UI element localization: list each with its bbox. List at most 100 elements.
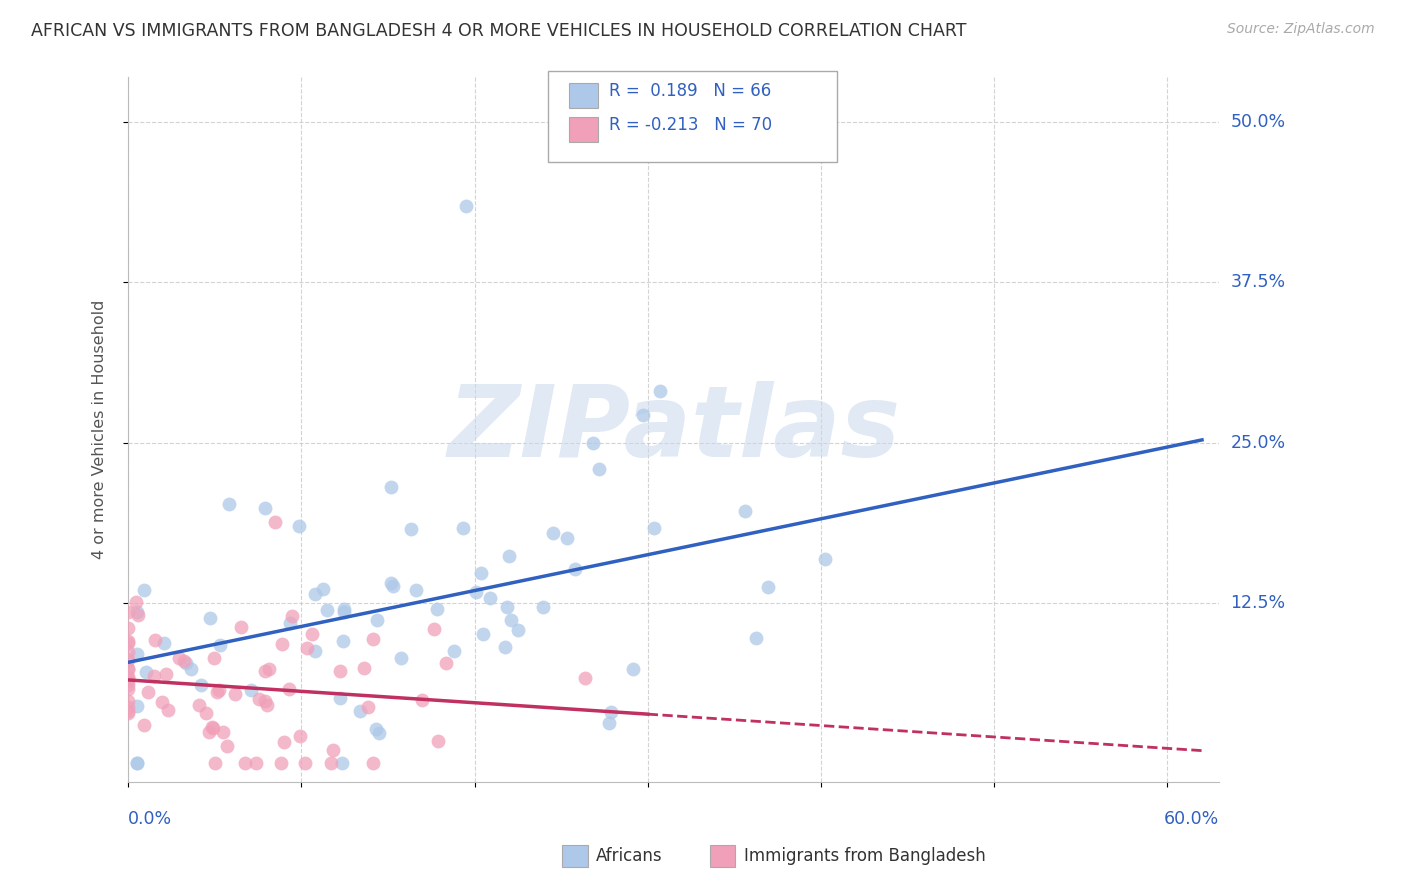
- Point: [201, 721, 224, 735]
- Point: [366, 613, 388, 627]
- Point: [233, 756, 256, 770]
- Point: [153, 636, 176, 650]
- Point: [117, 662, 139, 676]
- Point: [301, 626, 323, 640]
- Point: [254, 694, 277, 708]
- Point: [454, 198, 477, 212]
- Point: [312, 582, 335, 596]
- Text: 50.0%: 50.0%: [1230, 113, 1285, 131]
- Point: [599, 705, 621, 719]
- Point: [224, 687, 246, 701]
- Point: [498, 549, 520, 563]
- Point: [411, 693, 433, 707]
- Point: [322, 743, 344, 757]
- Point: [156, 703, 179, 717]
- Point: [117, 704, 139, 718]
- Point: [117, 706, 139, 720]
- Point: [464, 585, 486, 599]
- Point: [426, 602, 449, 616]
- Point: [174, 656, 197, 670]
- Point: [132, 582, 155, 597]
- Text: 12.5%: 12.5%: [1230, 594, 1285, 612]
- Point: [294, 756, 316, 770]
- Point: [364, 722, 387, 736]
- Text: 60.0%: 60.0%: [1164, 810, 1219, 828]
- Point: [190, 678, 212, 692]
- Point: [623, 662, 645, 676]
- Point: [125, 756, 148, 770]
- Point: [273, 735, 295, 749]
- Point: [501, 613, 523, 627]
- Point: [399, 522, 422, 536]
- Point: [288, 519, 311, 533]
- Point: [434, 656, 457, 670]
- Point: [180, 662, 202, 676]
- Point: [208, 683, 231, 698]
- Point: [215, 739, 238, 754]
- Point: [254, 500, 277, 515]
- Point: [631, 408, 654, 422]
- Point: [117, 694, 139, 708]
- Point: [125, 698, 148, 713]
- Point: [745, 631, 768, 645]
- Point: [278, 615, 301, 630]
- Point: [368, 726, 391, 740]
- Point: [229, 620, 252, 634]
- Point: [134, 718, 156, 732]
- Point: [389, 651, 412, 665]
- Point: [361, 632, 384, 646]
- Point: [332, 602, 354, 616]
- Point: [506, 623, 529, 637]
- Point: [209, 638, 232, 652]
- Point: [150, 695, 173, 709]
- Point: [541, 526, 564, 541]
- Point: [194, 706, 217, 721]
- Point: [496, 599, 519, 614]
- Point: [349, 704, 371, 718]
- Point: [288, 730, 311, 744]
- Point: [451, 521, 474, 535]
- Point: [426, 734, 449, 748]
- Point: [598, 716, 620, 731]
- Point: [117, 677, 139, 691]
- Point: [333, 605, 356, 619]
- Y-axis label: 4 or more Vehicles in Household: 4 or more Vehicles in Household: [93, 300, 107, 559]
- Point: [264, 515, 287, 529]
- Point: [117, 700, 139, 714]
- Point: [470, 566, 492, 580]
- Text: Source: ZipAtlas.com: Source: ZipAtlas.com: [1227, 22, 1375, 37]
- Point: [734, 504, 756, 518]
- Point: [357, 699, 380, 714]
- Point: [382, 579, 405, 593]
- Point: [380, 480, 402, 494]
- Point: [117, 633, 139, 648]
- Point: [117, 662, 139, 676]
- Point: [353, 661, 375, 675]
- Point: [117, 645, 139, 659]
- Point: [270, 637, 292, 651]
- Point: [136, 684, 159, 698]
- Point: [479, 591, 502, 605]
- Point: [143, 632, 166, 647]
- Point: [329, 690, 352, 705]
- Point: [117, 636, 139, 650]
- Point: [574, 671, 596, 685]
- Point: [125, 648, 148, 662]
- Point: [319, 756, 342, 770]
- Point: [117, 621, 139, 635]
- Point: [257, 662, 280, 676]
- Point: [254, 664, 277, 678]
- Point: [564, 562, 586, 576]
- Point: [423, 622, 446, 636]
- Text: ZIPatlas: ZIPatlas: [447, 381, 900, 478]
- Point: [443, 644, 465, 658]
- Point: [270, 756, 292, 770]
- Point: [117, 674, 139, 689]
- Point: [588, 462, 610, 476]
- Point: [555, 531, 578, 545]
- Text: R =  0.189   N = 66: R = 0.189 N = 66: [609, 82, 770, 100]
- Point: [198, 611, 221, 625]
- Point: [330, 756, 353, 770]
- Point: [329, 664, 352, 678]
- Text: Immigrants from Bangladesh: Immigrants from Bangladesh: [744, 847, 986, 865]
